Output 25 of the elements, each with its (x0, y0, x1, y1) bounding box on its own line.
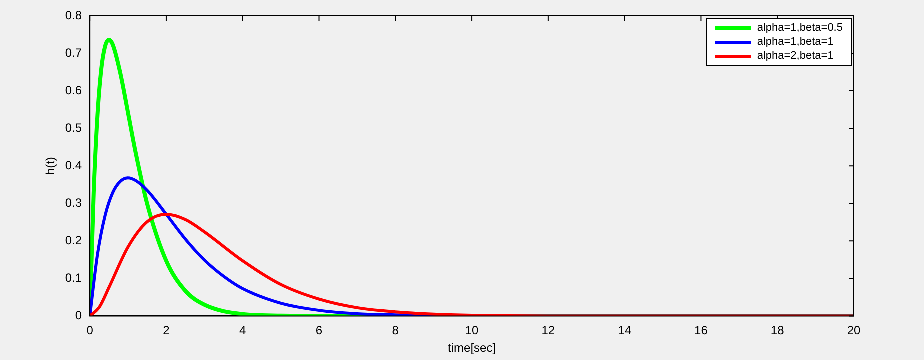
x-tick-label: 8 (392, 324, 400, 338)
x-tick-label: 0 (86, 324, 94, 338)
x-tick-label: 20 (847, 324, 861, 338)
x-tick-label: 16 (694, 324, 708, 338)
x-tick-label: 14 (618, 324, 632, 338)
x-tick-label: 18 (770, 324, 785, 338)
x-tick-label: 10 (465, 324, 480, 338)
x-tick-label: 4 (240, 324, 247, 338)
y-tick-label: 0.1 (65, 270, 82, 285)
x-tick-label: 6 (316, 324, 323, 338)
legend-label: alpha=1,beta=1 (757, 35, 834, 49)
y-tick-label: 0.3 (65, 196, 82, 210)
x-tick-label: 12 (542, 324, 556, 338)
y-axis-title: h(t) (44, 157, 58, 176)
y-tick-label: 0.8 (65, 8, 82, 22)
y-tick-label: 0.5 (65, 120, 82, 135)
x-tick-label: 2 (163, 324, 170, 338)
y-tick-label: 0.7 (65, 46, 82, 60)
y-tick-label: 0.4 (65, 158, 82, 172)
legend-label: alpha=2,beta=1 (757, 49, 834, 63)
y-tick-label: 0.6 (65, 83, 82, 98)
legend-label: alpha=1,beta=0.5 (757, 21, 843, 35)
y-tick-label: 0.2 (65, 233, 82, 248)
y-tick-label: 0 (75, 308, 82, 323)
x-axis-title: time[sec] (448, 341, 496, 356)
